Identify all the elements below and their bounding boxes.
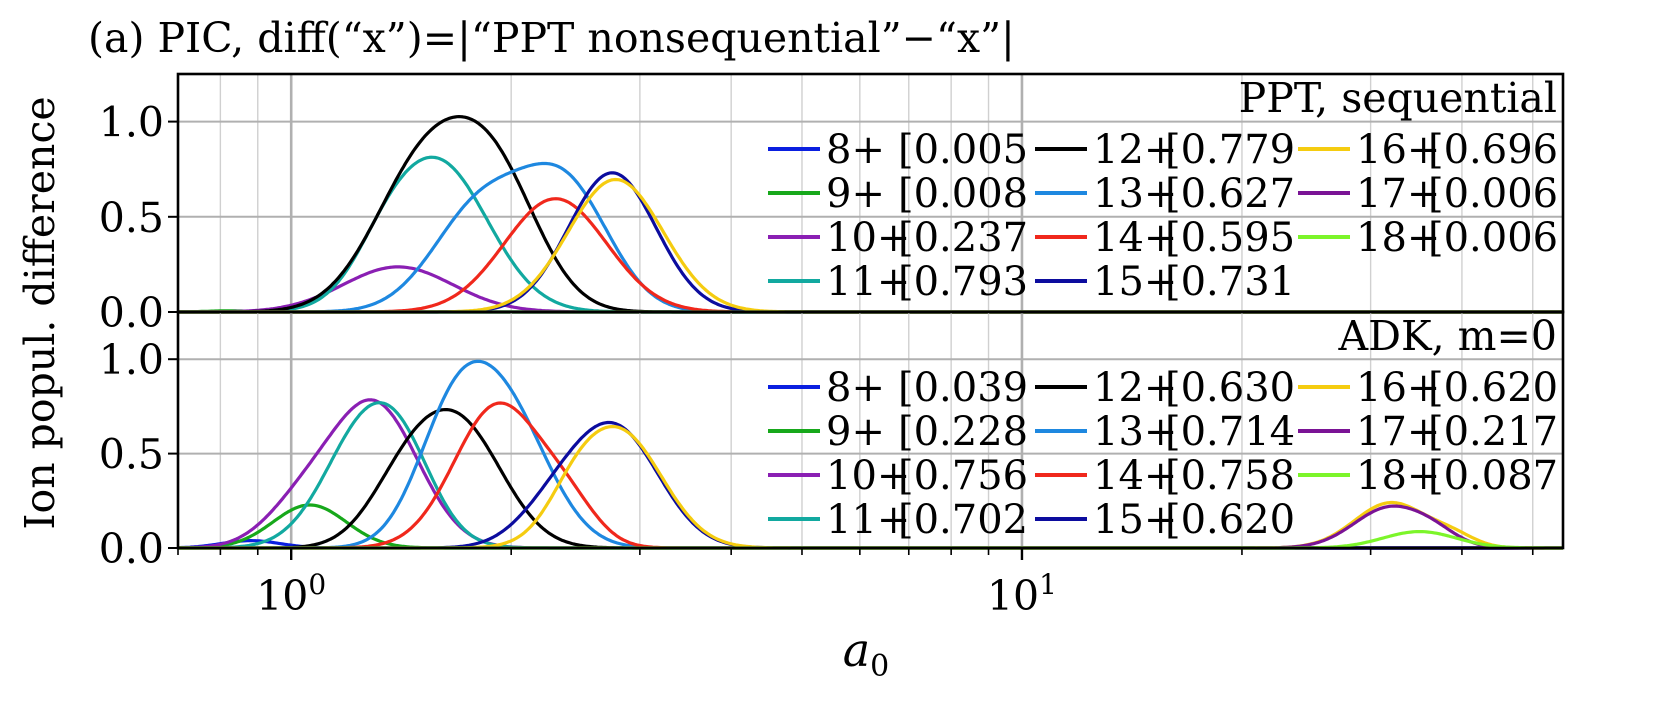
legend-series-name: 17+ xyxy=(1356,409,1440,455)
legend-series-value: [0.714 xyxy=(1165,409,1295,455)
legend-entry: 18+[0.006 xyxy=(1356,215,1558,261)
x-axis-label: a0 xyxy=(843,623,890,684)
legend-series-value: [0.779 xyxy=(1165,127,1295,173)
legend-series-value: [0.228 xyxy=(898,409,1028,455)
legend-entry: 15+[0.731 xyxy=(1093,259,1295,305)
legend-series-name: 12+ xyxy=(1093,365,1177,411)
legend-entry: 8+ [0.005 xyxy=(826,127,1028,173)
legend-entry: 11+[0.793 xyxy=(826,259,1028,305)
legend-entry: 12+[0.630 xyxy=(1093,365,1295,411)
x-tick-base: 10 xyxy=(256,572,308,620)
panel-label: ADK, m=0 xyxy=(1338,312,1558,360)
chart-panels: 0.0 0.5 1.0 PPT, sequential 8+ [0.005 9+ [0.008… xyxy=(99,72,1565,620)
legend-series-value: [0.731 xyxy=(1165,259,1295,305)
legend-series-name: 11+ xyxy=(826,259,910,305)
legend-series-value: [0.627 xyxy=(1165,171,1295,217)
legend-series-value: [0.595 xyxy=(1165,215,1295,261)
x-axis-label-sub: 0 xyxy=(870,649,889,684)
legend-entry: 9+ [0.008 xyxy=(826,171,1028,217)
legend-entry: 10+[0.756 xyxy=(826,453,1028,499)
legend-series-name: 13+ xyxy=(1093,171,1177,217)
legend-series-name: 8+ xyxy=(826,127,885,173)
panel-ppt: 0.0 0.5 1.0 PPT, sequential 8+ [0.005 9+ [0.008… xyxy=(99,72,1565,337)
legend-series-name: 14+ xyxy=(1093,215,1177,261)
x-tick-exponent: 1 xyxy=(1039,568,1057,601)
legend-entry: 10+[0.237 xyxy=(826,215,1028,261)
panel-frame xyxy=(176,310,1565,550)
legend-entry: 13+[0.714 xyxy=(1093,409,1295,455)
legend-series-value: [0.237 xyxy=(898,215,1028,261)
legend-entry: 13+[0.627 xyxy=(1093,171,1295,217)
legend-series-name: 10+ xyxy=(826,215,910,261)
legend-series-value: [0.217 xyxy=(1428,409,1558,455)
legend-series-value: [0.630 xyxy=(1165,365,1295,411)
legend-series-value: [0.006 xyxy=(1428,171,1558,217)
x-tick-label: 100 xyxy=(256,568,326,620)
panel-label: PPT, sequential xyxy=(1239,74,1557,122)
legend-entry: 15+[0.620 xyxy=(1093,497,1295,543)
x-axis-label-main: a xyxy=(843,623,870,677)
legend-series-name: 15+ xyxy=(1093,497,1177,543)
legend-series-name: 16+ xyxy=(1356,127,1440,173)
x-tick-label: 101 xyxy=(987,568,1057,620)
legend-entry: 9+ [0.228 xyxy=(826,409,1028,455)
legend-series-value: [0.006 xyxy=(1428,215,1558,261)
legend-series-name: 8+ xyxy=(826,365,885,411)
legend-series-value: [0.702 xyxy=(898,497,1028,543)
x-tick-exponent: 0 xyxy=(308,568,326,601)
legend-series-value: [0.620 xyxy=(1428,365,1558,411)
legend-entry: 16+[0.620 xyxy=(1356,365,1558,411)
legend-series-name: 13+ xyxy=(1093,409,1177,455)
legend-series-name: 16+ xyxy=(1356,365,1440,411)
legend-series-name: 9+ xyxy=(826,409,885,455)
y-tick-label: 0.5 xyxy=(99,431,164,479)
legend-entry: 18+[0.087 xyxy=(1356,453,1558,499)
y-tick-label: 0.0 xyxy=(99,525,164,573)
y-tick-label: 1.0 xyxy=(99,99,164,147)
legend-series-name: 14+ xyxy=(1093,453,1177,499)
legend-series-name: 10+ xyxy=(826,453,910,499)
legend-series-value: [0.758 xyxy=(1165,453,1295,499)
y-axis-label: Ion popul. difference xyxy=(16,96,64,529)
legend-series-name: 12+ xyxy=(1093,127,1177,173)
y-tick-label: 0.5 xyxy=(99,194,164,242)
legend-series-value: [0.087 xyxy=(1428,453,1558,499)
legend-entry: 8+ [0.039 xyxy=(826,365,1028,411)
x-tick-base: 10 xyxy=(987,572,1039,620)
legend-series-value: [0.039 xyxy=(898,365,1028,411)
legend-series-value: [0.005 xyxy=(898,127,1028,173)
y-tick-label: 0.0 xyxy=(99,289,164,337)
legend-series-value: [0.793 xyxy=(898,259,1028,305)
legend-entry: 14+[0.595 xyxy=(1093,215,1295,261)
legend-entry: 11+[0.702 xyxy=(826,497,1028,543)
legend-series-name: 18+ xyxy=(1356,453,1440,499)
legend-series-value: [0.696 xyxy=(1428,127,1558,173)
legend-entry: 14+[0.758 xyxy=(1093,453,1295,499)
legend-series-name: 11+ xyxy=(826,497,910,543)
y-tick-label: 1.0 xyxy=(99,336,164,384)
legend-series-value: [0.620 xyxy=(1165,497,1295,543)
legend-series-name: 15+ xyxy=(1093,259,1177,305)
legend-entry: 12+[0.779 xyxy=(1093,127,1295,173)
legend-series-name: 9+ xyxy=(826,171,885,217)
legend-series-name: 17+ xyxy=(1356,171,1440,217)
legend-series-value: [0.756 xyxy=(898,453,1028,499)
legend-series-name: 18+ xyxy=(1356,215,1440,261)
legend-series-value: [0.008 xyxy=(898,171,1028,217)
chart-title: (a) PIC, diff(“x”)=|“PPT nonsequential”−… xyxy=(88,14,1015,62)
legend-entry: 17+[0.217 xyxy=(1356,409,1558,455)
legend-entry: 16+[0.696 xyxy=(1356,127,1558,173)
legend-entry: 17+[0.006 xyxy=(1356,171,1558,217)
